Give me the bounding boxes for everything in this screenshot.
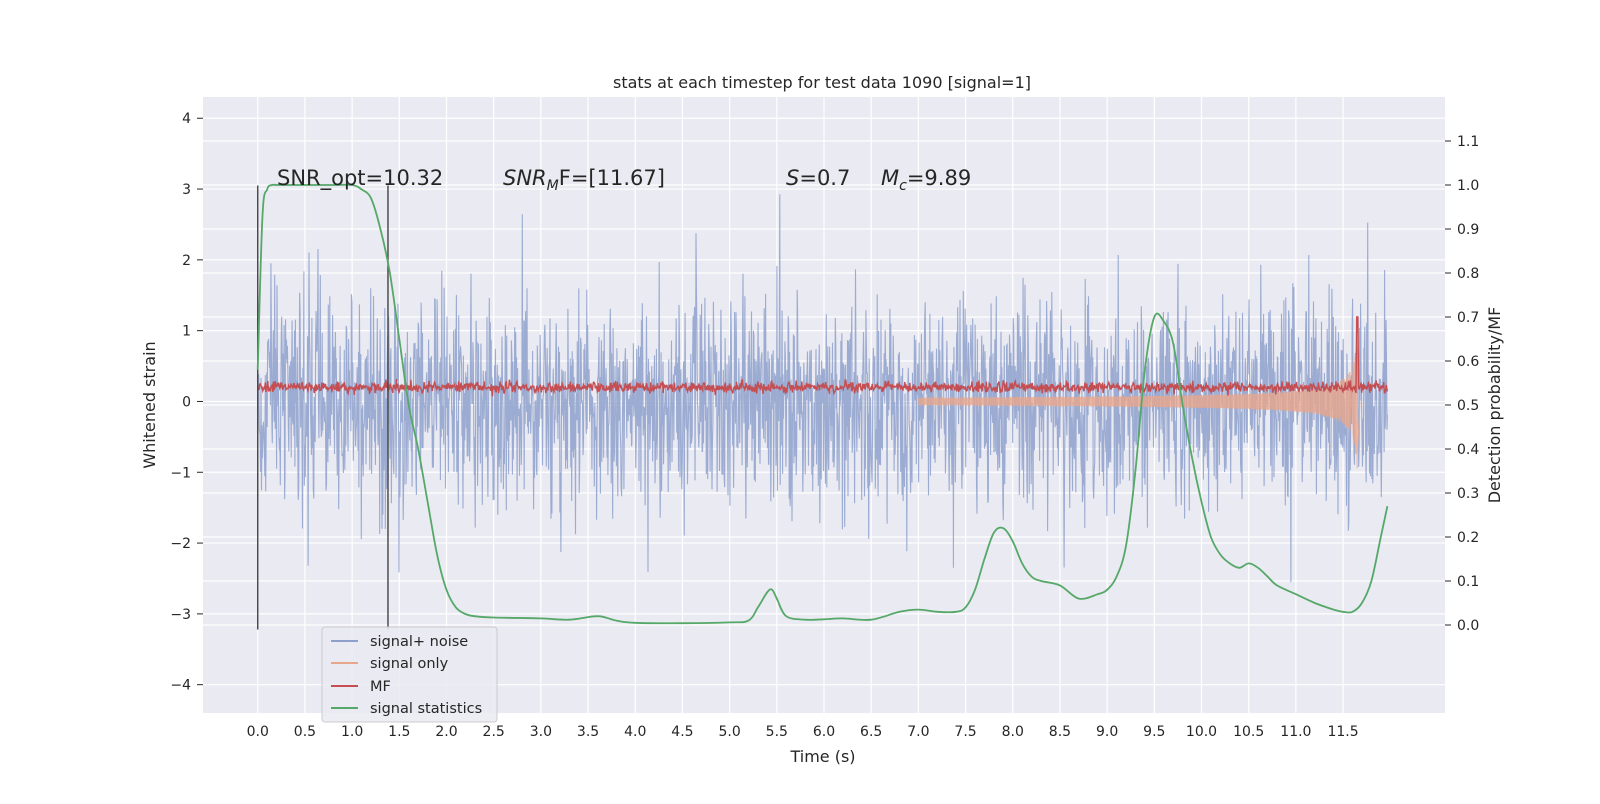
signal-only-line [917, 340, 1361, 469]
x-tick-label-13: 6.5 [860, 724, 882, 740]
y-left-tick-label-2: 2 [182, 253, 191, 269]
series-signal-statistics [256, 183, 1389, 625]
annotation-s-rest: =0.7 [799, 166, 850, 190]
legend: signal+ noise signal only MF signal stat… [321, 626, 498, 723]
y-axis-label-left: Whitened strain [140, 341, 159, 468]
y-left-tick-label-4: 0 [182, 394, 191, 410]
y-left-tick-label-0: 4 [182, 111, 191, 127]
y-axis-label-right: Detection probability/MF [1485, 307, 1504, 504]
x-tick-label-2: 1.0 [341, 724, 363, 740]
x-tick-label-3: 1.5 [388, 724, 410, 740]
x-tick-label-4: 2.0 [435, 724, 457, 740]
annotation-snr-opt: SNR_opt=10.32 [277, 166, 443, 191]
y-right-tick-label-4: 0.7 [1457, 310, 1479, 326]
y-left-tick-label-3: 1 [182, 324, 191, 340]
y-left-tick-label-7: −3 [170, 607, 191, 623]
x-tick-label-12: 6.0 [813, 724, 835, 740]
annotation-s-main: S [786, 166, 799, 190]
y-left-tick-label-1: 3 [182, 182, 191, 198]
y-right-tick-label-7: 0.4 [1457, 442, 1479, 458]
legend-label-mf: MF [370, 679, 391, 695]
annotation-snr-mf-main: SNR [503, 166, 547, 190]
y-right-tick-label-3: 0.8 [1457, 266, 1479, 282]
x-tick-label-5: 2.5 [483, 724, 505, 740]
chart-title: stats at each timestep for test data 109… [613, 73, 1031, 92]
x-tick-label-18: 9.0 [1096, 724, 1118, 740]
y-right-tick-label-11: 0.0 [1457, 618, 1479, 634]
signal-noise-line [257, 194, 1388, 583]
x-tick-label-16: 8.0 [1002, 724, 1024, 740]
annotation-mc-sub: c [899, 178, 907, 194]
tick-labels: 0.0 0.5 1.0 1.5 2.0 2.5 3.0 3.5 4.0 4.5 5.0 5.5 6.0 6… [170, 111, 1479, 740]
x-tick-label-15: 7.5 [954, 724, 976, 740]
x-tick-label-0: 0.0 [247, 724, 269, 740]
annotation-snr-mf: SNRMF=[11.67] [503, 166, 665, 194]
annotation-mc-main: M [881, 166, 899, 190]
legend-label-signal-statistics: signal statistics [370, 701, 482, 717]
y-right-tick-label-8: 0.3 [1457, 486, 1479, 502]
mf-line [257, 316, 1389, 397]
x-tick-label-7: 3.5 [577, 724, 599, 740]
legend-box [321, 626, 498, 723]
annotation-s: S=0.7 [786, 166, 850, 190]
signal-statistics-line [256, 183, 1389, 625]
y-right-tick-label-9: 0.2 [1457, 530, 1479, 546]
series-signal-only [917, 340, 1361, 469]
legend-label-signal-only: signal only [370, 656, 449, 672]
x-tick-label-1: 0.5 [294, 724, 316, 740]
y-right-tick-label-1: 1.0 [1457, 178, 1479, 194]
annotation-mc: Mc=9.89 [881, 166, 971, 194]
x-axis-label: Time (s) [789, 747, 855, 766]
y-right-tick-label-10: 0.1 [1457, 574, 1479, 590]
annotation-snr-mf-sub: M [547, 178, 559, 194]
y-left-tick-label-8: −4 [170, 678, 191, 694]
series-signal-noise [257, 194, 1388, 583]
legend-label-signal-noise: signal+ noise [370, 634, 468, 650]
y-right-tick-label-6: 0.5 [1457, 398, 1479, 414]
x-tick-label-23: 11.5 [1327, 724, 1358, 740]
y-left-tick-label-5: −1 [170, 465, 191, 481]
x-tick-label-6: 3.0 [530, 724, 552, 740]
x-tick-label-9: 4.5 [671, 724, 693, 740]
x-tick-label-11: 5.5 [766, 724, 788, 740]
x-tick-label-19: 9.5 [1143, 724, 1165, 740]
y-right-tick-label-2: 0.9 [1457, 222, 1479, 238]
x-tick-label-21: 10.5 [1233, 724, 1264, 740]
x-tick-label-17: 8.5 [1049, 724, 1071, 740]
y-right-tick-label-0: 1.1 [1457, 134, 1479, 150]
series-mf [257, 316, 1389, 397]
annotation-mc-rest: =9.89 [907, 166, 971, 190]
annotation-snr-mf-rest: F=[11.67] [559, 166, 665, 190]
x-tick-label-14: 7.0 [907, 724, 929, 740]
x-tick-label-20: 10.0 [1186, 724, 1217, 740]
x-tick-label-22: 11.0 [1280, 724, 1311, 740]
x-tick-label-10: 5.0 [718, 724, 740, 740]
y-left-tick-label-6: −2 [170, 536, 191, 552]
x-tick-label-8: 4.0 [624, 724, 646, 740]
y-right-tick-label-5: 0.6 [1457, 354, 1479, 370]
